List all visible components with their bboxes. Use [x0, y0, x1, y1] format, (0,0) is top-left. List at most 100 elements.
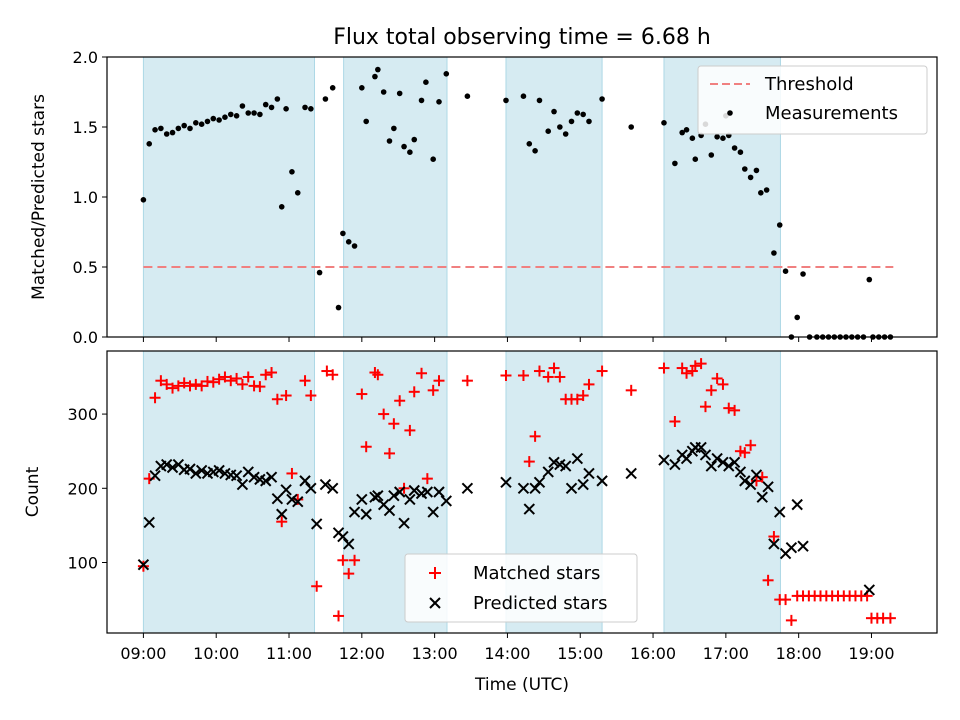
matched-star-point: [225, 375, 237, 387]
measurement-point: [714, 134, 720, 140]
matched-star-point: [161, 378, 173, 390]
predicted-star-point: [695, 441, 707, 454]
predicted-star-point: [398, 517, 410, 529]
chart-title: Flux total observing time = 6.68 h: [333, 25, 711, 50]
matched-star-point: [711, 372, 723, 384]
bottom-axes-frame: [106, 350, 938, 634]
matched-star-point: [172, 380, 184, 392]
measurement-point: [294, 190, 301, 196]
bottom-legend-box: [404, 553, 638, 623]
predicted-star-point: [542, 466, 554, 478]
predicted-star-point: [433, 486, 445, 498]
measurement-point: [423, 79, 429, 85]
matched-star-point: [292, 493, 304, 505]
matched-star-point: [167, 382, 179, 394]
measurement-point: [411, 136, 418, 143]
matched-star-point: [190, 378, 202, 390]
predicted-star-point: [393, 486, 406, 498]
top-y-axis-label: Matched/Predicted stars: [29, 94, 49, 300]
predicted-star-point: [276, 508, 288, 520]
predicted-star-point: [774, 506, 786, 518]
measurement-point: [580, 111, 586, 118]
matched-star-point: [404, 424, 416, 436]
matched-star-point: [739, 447, 751, 459]
matched-star-point: [178, 377, 190, 389]
predicted-star-point: [577, 478, 589, 491]
top-y-tick-label: 1.5: [73, 118, 98, 137]
measurement-point: [396, 90, 403, 97]
predicted-star-point: [517, 482, 530, 494]
predicted-star-point: [529, 482, 541, 494]
measurement-point: [340, 230, 346, 237]
measurement-point: [401, 143, 407, 150]
measurement-point: [536, 97, 543, 104]
predicted-star-point: [669, 458, 681, 471]
predicted-star-point: [785, 541, 798, 554]
bottom-count-points: [137, 358, 896, 626]
measurement-point: [683, 127, 690, 133]
predicted-star-point: [723, 460, 735, 472]
matched-star-point: [421, 473, 433, 485]
matched-star-point: [343, 568, 355, 580]
measurement-point: [407, 149, 413, 155]
measurement-point: [776, 222, 783, 228]
x-tick-label: 13:00: [412, 644, 458, 663]
measurement-point: [316, 269, 323, 276]
predicted-star-point: [625, 467, 637, 480]
matched-star-point: [529, 430, 541, 442]
measurement-point: [175, 125, 182, 132]
legend-predicted-label: Predicted stars: [473, 593, 607, 614]
top-legend-box: [697, 65, 928, 135]
matched-star-point: [785, 614, 797, 626]
measurement-point: [345, 239, 352, 245]
predicted-star-point: [310, 518, 323, 530]
matched-star-point: [137, 560, 149, 572]
measurement-point: [763, 187, 770, 193]
predicted-star-point: [195, 464, 208, 477]
measurement-point: [386, 138, 393, 144]
legend-matched-label: Matched stars: [473, 563, 600, 584]
x-tick-label: 15:00: [557, 644, 603, 663]
predicted-star-point: [213, 464, 225, 477]
matched-star-point: [571, 393, 583, 405]
matched-star-point: [254, 381, 266, 393]
bottom-shaded-intervals: [142, 350, 781, 634]
matched-star-point: [378, 408, 390, 420]
x-tick-label: 10:00: [193, 644, 239, 663]
measurement-point: [216, 117, 222, 123]
matched-star-point: [231, 372, 243, 384]
predicted-star-point: [559, 460, 572, 472]
measurement-point: [262, 101, 269, 108]
measurement-point: [464, 93, 471, 99]
measurement-point: [391, 125, 397, 132]
matched-star-point: [311, 580, 323, 592]
legend-matched-swatch: [429, 567, 441, 579]
predicted-star-point: [137, 559, 150, 571]
predicted-star-point: [326, 482, 339, 494]
matched-star-point: [768, 531, 780, 543]
predicted-star-point: [762, 481, 774, 493]
measurement-point: [692, 156, 699, 162]
measurement-point: [551, 108, 557, 115]
predicted-star-point: [299, 475, 311, 487]
predicted-star-point: [596, 475, 608, 487]
matched-star-point: [266, 367, 278, 379]
measurement-point: [599, 96, 605, 102]
top-shaded-interval: [142, 56, 315, 338]
predicted-star-point: [523, 503, 535, 515]
matched-star-point: [383, 447, 395, 459]
matched-star-point: [327, 369, 339, 381]
predicted-star-point: [461, 482, 474, 494]
measurement-point: [661, 120, 667, 126]
measurement-point: [169, 129, 176, 136]
matched-star-point: [750, 475, 762, 487]
predicted-star-point: [571, 452, 584, 465]
measurement-point: [233, 113, 240, 119]
matched-star-point: [408, 386, 420, 398]
matched-star-point: [577, 390, 589, 402]
measurement-point: [436, 99, 442, 105]
top-y-tick-label: 2.0: [73, 48, 98, 67]
matched-star-point: [337, 554, 349, 566]
matched-star-point: [280, 390, 292, 402]
